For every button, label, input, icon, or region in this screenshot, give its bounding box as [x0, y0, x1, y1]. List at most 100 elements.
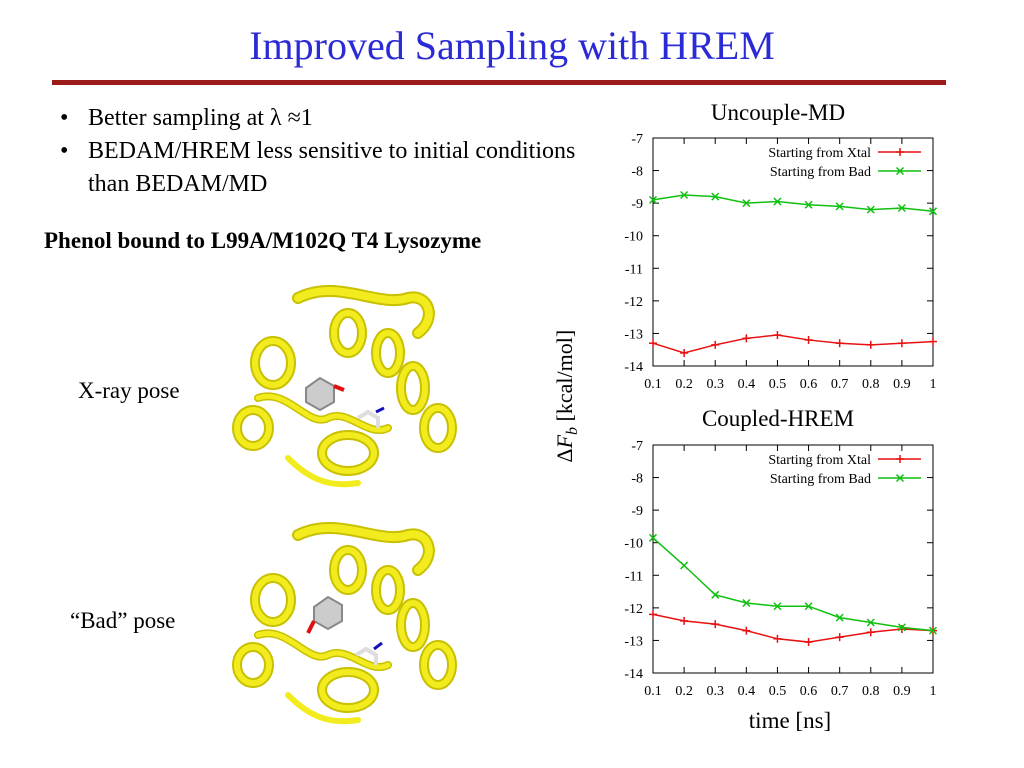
x-tick-label: 0.3 — [706, 684, 724, 699]
legend-label: Starting from Bad — [770, 165, 871, 180]
legend-marker — [896, 148, 904, 156]
x-tick-label: 0.7 — [831, 684, 849, 699]
x-tick-label: 0.5 — [769, 377, 787, 392]
legend-label: Starting from Xtal — [768, 453, 871, 468]
y-tick-label: -9 — [631, 197, 643, 212]
protein-bad-image — [232, 521, 457, 725]
y-tick-label: -10 — [624, 230, 643, 245]
data-point — [680, 561, 689, 570]
ribbon-group — [232, 284, 457, 488]
y-tick-label: -7 — [631, 132, 643, 147]
data-point — [835, 633, 844, 642]
data-point — [929, 337, 937, 346]
line-chart-coupled-hrem: -7 -8 -9 -10 -11 -12 -13 -140.1 0.2 0.3 0.4 0.5 0.6 0… — [624, 439, 938, 699]
data-point — [804, 335, 813, 344]
series-line — [652, 613, 934, 643]
data-point — [742, 598, 751, 608]
protein-xray-image — [232, 284, 457, 488]
legend-label: Starting from Xtal — [768, 146, 871, 161]
y-tick-label: -13 — [624, 634, 643, 649]
data-point — [835, 339, 844, 348]
data-point — [649, 339, 657, 348]
data-point — [804, 602, 813, 611]
x-tick-label: 0.6 — [800, 377, 818, 392]
data-point — [773, 197, 782, 206]
series-line — [652, 537, 934, 632]
y-tick-label: -11 — [625, 262, 643, 277]
data-point — [711, 590, 720, 599]
data-point — [680, 616, 689, 625]
data-point — [928, 626, 938, 635]
bullet-marker: • — [60, 138, 69, 164]
data-point — [897, 623, 906, 632]
data-point — [711, 620, 720, 629]
x-tick-label: 0.2 — [675, 684, 693, 699]
data-point — [773, 634, 782, 643]
bullet-text: Better sampling at λ ≈1 — [88, 105, 313, 131]
x-tick-label: 0.8 — [862, 377, 880, 392]
data-point — [928, 207, 938, 216]
x-tick-label: 1 — [930, 684, 937, 699]
data-point — [648, 533, 658, 542]
y-tick-label: -11 — [625, 569, 643, 584]
bad-pose-label: “Bad” pose — [70, 608, 176, 633]
y-axis-label-text: ΔFb [kcal/mol] — [551, 329, 582, 463]
chart-title-bottom: Coupled-HREM — [701, 406, 855, 431]
data-point — [680, 190, 689, 200]
y-tick-label: -14 — [624, 360, 643, 375]
title-divider — [52, 80, 946, 85]
data-point — [773, 602, 782, 611]
data-point — [835, 613, 844, 622]
xray-pose-label: X-ray pose — [78, 378, 180, 403]
x-tick-label: 0.7 — [831, 377, 849, 392]
x-tick-label: 0.4 — [738, 684, 756, 699]
ribbon-group — [232, 521, 457, 725]
x-tick-label: 0.5 — [769, 684, 787, 699]
bullet-item: • BEDAM/HREM less sensitive to initial c… — [60, 135, 580, 201]
slide-title: Improved Sampling with HREM — [249, 23, 775, 68]
data-point — [866, 340, 875, 349]
data-point — [649, 610, 657, 619]
x-tick-label: 0.9 — [893, 377, 911, 392]
data-point — [866, 628, 875, 637]
y-tick-label: -8 — [631, 165, 643, 180]
legend-marker — [895, 166, 905, 176]
subheading: Phenol bound to L99A/M102Q T4 Lysozyme — [44, 228, 482, 253]
data-point — [680, 348, 689, 357]
bullet-marker: • — [60, 105, 69, 131]
data-point — [648, 195, 658, 204]
data-point — [742, 626, 751, 635]
data-point — [742, 199, 751, 208]
y-tick-label: -8 — [631, 472, 643, 487]
x-tick-label: 0.4 — [738, 377, 756, 392]
plot-frame — [652, 444, 934, 674]
data-point — [804, 200, 813, 209]
data-point — [897, 339, 906, 348]
x-tick-label: 0.1 — [644, 684, 662, 699]
line-chart-uncouple-md: -7 -8 -9 -10 -11 -12 -13 -140.1 0.2 0.3 0.4 0.5 0.6 0… — [624, 132, 938, 392]
x-tick-label: 0.8 — [862, 684, 880, 699]
ligand-group — [306, 595, 383, 665]
x-axis-label: time [ns] — [748, 708, 832, 733]
data-point — [711, 340, 720, 349]
x-tick-label: 0.6 — [800, 684, 818, 699]
data-point — [866, 618, 875, 627]
series-line — [652, 194, 934, 213]
legend-marker — [896, 455, 904, 463]
series-line — [652, 334, 934, 354]
y-tick-label: -10 — [624, 537, 643, 552]
y-tick-label: -7 — [631, 439, 643, 454]
bullet-item: • Better sampling at λ ≈1 — [60, 102, 580, 135]
y-tick-label: -14 — [624, 667, 643, 682]
data-point — [804, 638, 813, 647]
data-point — [773, 331, 782, 340]
chart-title-top: Uncouple-MD — [710, 100, 846, 125]
data-point — [742, 334, 751, 343]
y-tick-label: -13 — [624, 327, 643, 342]
x-tick-label: 0.9 — [893, 684, 911, 699]
x-tick-label: 0.2 — [675, 377, 693, 392]
bullet-text: BEDAM/HREM less sensitive to initial con… — [88, 138, 576, 197]
y-tick-label: -9 — [631, 504, 643, 519]
data-point — [866, 205, 875, 214]
ligand-group — [305, 376, 385, 428]
